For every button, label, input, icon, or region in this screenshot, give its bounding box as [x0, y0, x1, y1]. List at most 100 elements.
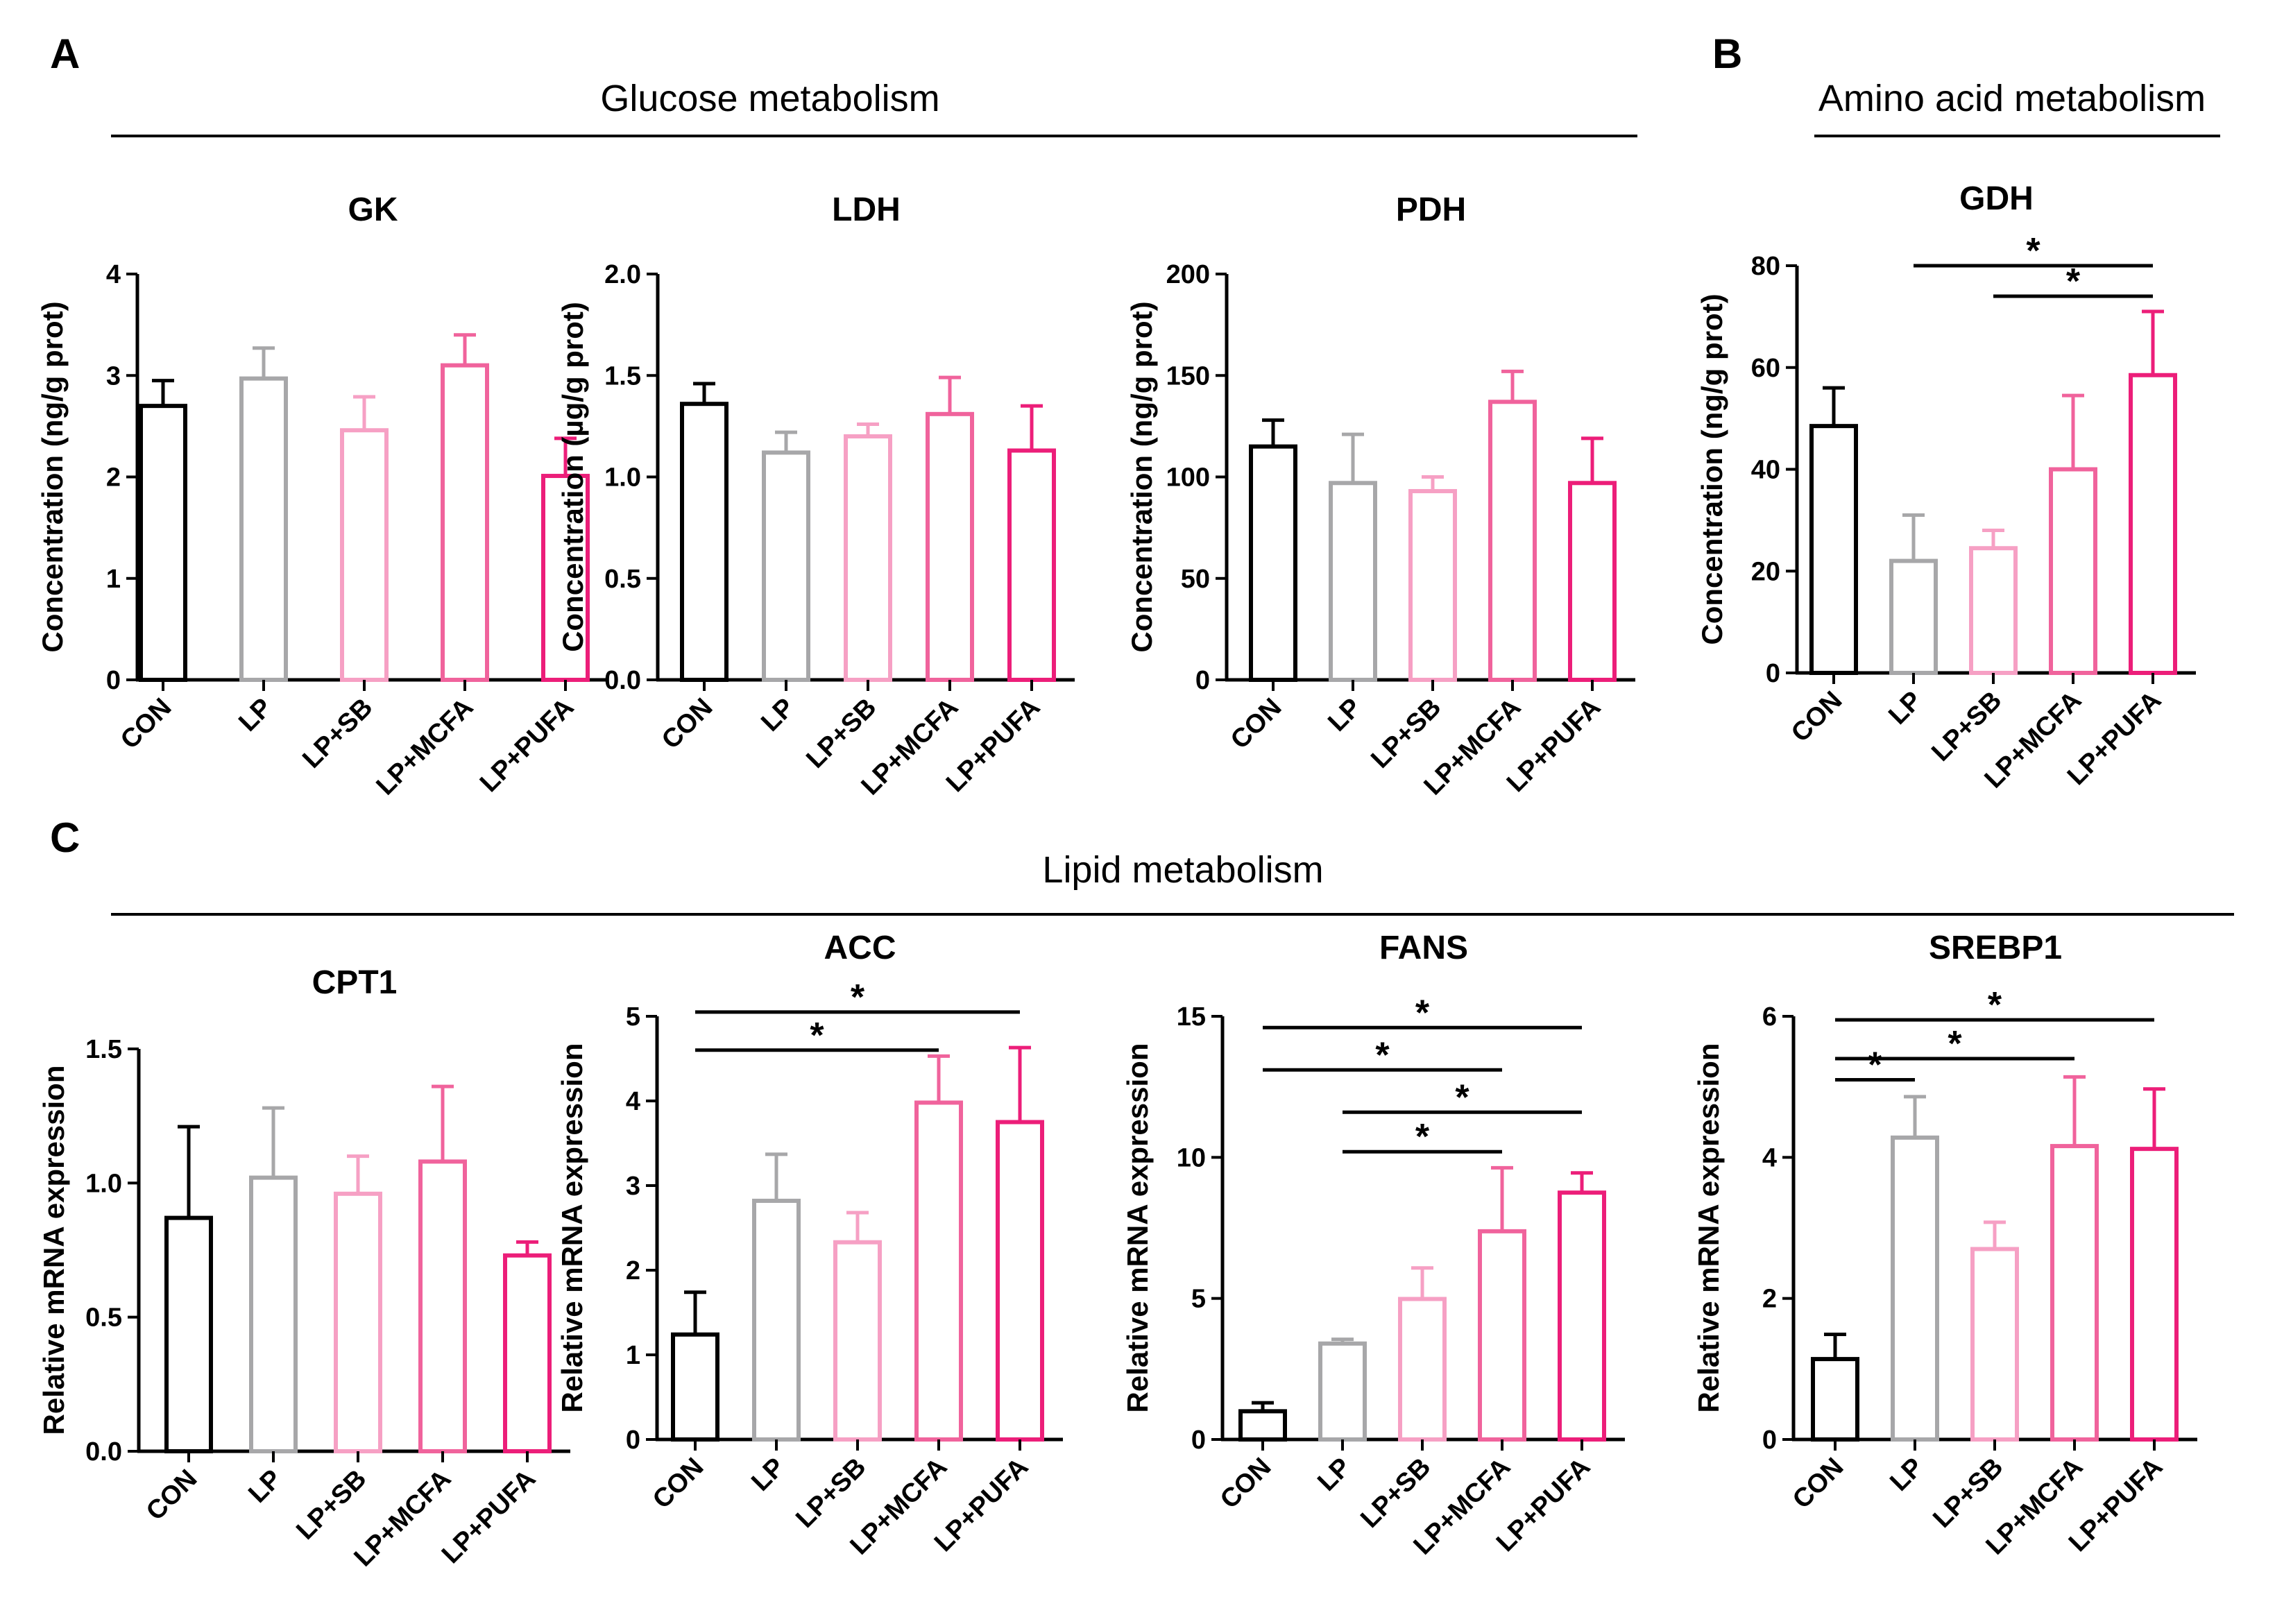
bar-lp — [1329, 481, 1377, 683]
bar-lp-sb — [1408, 488, 1457, 682]
y-tick-label: 1 — [106, 565, 121, 594]
bar-lp-pufa — [1007, 448, 1056, 682]
y-axis-label: Concentration (ng/g prot) — [1696, 293, 1728, 644]
bar-lp-sb — [1969, 546, 2018, 676]
bar-con — [1249, 444, 1297, 682]
y-tick-label: 200 — [1166, 260, 1210, 289]
chart-gk: GK 0 1 2 3 4 Concentration (ng/g prot) CON LP LP+… — [36, 191, 608, 801]
y-tick-label: 2 — [106, 463, 121, 493]
y-tick-label: 1.0 — [604, 463, 641, 493]
bar-lp-mcfa — [926, 411, 974, 682]
bar-con — [671, 1332, 719, 1442]
x-tick-label: LP+MCFA — [371, 693, 479, 801]
bar-lp-sb — [334, 1191, 382, 1454]
bar-lp — [1318, 1341, 1367, 1442]
section-title-amino: Amino acid metabolism — [1818, 78, 2206, 119]
bar-lp-mcfa — [1488, 400, 1537, 683]
bar-con — [1811, 1357, 1859, 1442]
y-axis-label: Relative mRNA expression — [37, 1066, 70, 1435]
x-tick-label: LP+SB — [1365, 693, 1447, 774]
y-tick-label: 3 — [626, 1172, 640, 1201]
y-axis-label: Concentration (ng/g prot) — [1125, 301, 1158, 652]
y-tick-label: 0 — [1766, 659, 1780, 688]
y-tick-label: 4 — [106, 260, 121, 289]
chart-title: GK — [348, 191, 398, 228]
chart-title: SREBP1 — [1929, 930, 2062, 966]
x-tick-label: CON — [656, 693, 718, 755]
bar-lp-mcfa — [2049, 467, 2097, 675]
y-tick-label: 4 — [626, 1087, 640, 1116]
bar-lp — [249, 1175, 298, 1453]
y-tick-label: 10 — [1177, 1143, 1206, 1172]
bar-lp — [752, 1198, 801, 1442]
y-axis-label: Relative mRNA expression — [1121, 1043, 1154, 1413]
x-tick-label: LP+PUFA — [436, 1464, 541, 1569]
significance-star: * — [1375, 1035, 1390, 1075]
x-tick-label: LP+SB — [1926, 686, 2007, 767]
bar-lp-sb — [844, 434, 892, 682]
bar-lp-pufa — [996, 1120, 1044, 1442]
bar-lp-pufa — [1558, 1190, 1606, 1442]
x-tick-label: LP+SB — [1927, 1453, 2009, 1534]
bar-lp-mcfa — [441, 363, 489, 682]
y-tick-label: 20 — [1751, 557, 1780, 586]
x-tick-label: CON — [141, 1464, 203, 1526]
significance-star: * — [810, 1016, 824, 1056]
y-axis-label: Concentration (ng/g prot) — [36, 301, 69, 652]
x-tick-label: LP — [1312, 1453, 1356, 1497]
x-tick-label: LP+SB — [790, 1453, 871, 1534]
chart-cpt1: CPT1 0.0 0.5 1.0 1.5 Relative mRNA expression… — [37, 964, 570, 1573]
chart-srebp1: SREBP1 0 2 4 6 Relative mRNA expression CON LPL… — [1692, 930, 2197, 1561]
y-tick-label: 1.5 — [604, 361, 641, 391]
y-tick-label: 2 — [1762, 1285, 1777, 1314]
x-tick-label: CON — [1787, 1453, 1849, 1514]
y-tick-label: 0.5 — [85, 1304, 122, 1333]
bar-lp — [239, 376, 288, 682]
chart-fans: FANS 0 5 10 15 Relative mRNA expression CON LPL… — [1121, 930, 1625, 1561]
y-tick-label: 40 — [1751, 456, 1780, 485]
x-tick-label: CON — [1215, 1453, 1277, 1514]
chart-gdh: GDH 0 20 40 60 80 Concentration (ng/g prot) CON… — [1696, 180, 2196, 794]
panel-label-b: B — [1712, 31, 1742, 77]
bar-lp-pufa — [1568, 481, 1617, 683]
panel-label-c: C — [50, 814, 80, 861]
significance-star: * — [1455, 1077, 1469, 1118]
bar-con — [139, 404, 187, 682]
x-tick-label: CON — [1225, 693, 1287, 755]
bar-lp-pufa — [2130, 1147, 2179, 1442]
x-tick-label: LP — [1884, 1453, 1929, 1497]
y-tick-label: 0 — [1762, 1426, 1777, 1455]
section-title-glucose: Glucose metabolism — [600, 78, 939, 119]
y-tick-label: 2.0 — [604, 260, 641, 289]
y-tick-label: 5 — [626, 1002, 640, 1032]
bar-con — [680, 402, 728, 682]
bar-lp-mcfa — [2050, 1144, 2099, 1442]
y-axis-label: Relative mRNA expression — [1692, 1043, 1725, 1413]
significance-star: * — [2066, 262, 2081, 302]
x-tick-label: LP+SB — [1355, 1453, 1436, 1534]
y-tick-label: 0 — [1195, 666, 1210, 695]
x-tick-label: CON — [1786, 686, 1848, 748]
x-tick-label: LP — [746, 1453, 790, 1497]
bar-lp — [1889, 558, 1938, 676]
y-tick-label: 3 — [106, 361, 121, 391]
y-tick-label: 0.5 — [604, 565, 641, 594]
bar-lp-sb — [833, 1240, 882, 1442]
x-tick-label: LP+SB — [297, 693, 378, 774]
x-tick-label: CON — [647, 1453, 709, 1514]
bar-lp-sb — [340, 428, 389, 682]
y-tick-label: 6 — [1762, 1002, 1777, 1032]
chart-acc: ACC 0 1 2 3 4 5 Relative mRNA expression CON LP LP… — [556, 930, 1063, 1561]
x-tick-label: LP — [756, 693, 800, 737]
bar-lp-sb — [1398, 1297, 1447, 1442]
y-tick-label: 1.0 — [85, 1169, 122, 1198]
x-tick-label: LP — [233, 693, 278, 737]
y-tick-label: 0.0 — [604, 666, 641, 695]
panel-label-a: A — [50, 31, 80, 77]
significance-star: * — [1868, 1045, 1882, 1086]
chart-title: LDH — [832, 191, 901, 228]
x-tick-label: LP+PUFA — [475, 693, 579, 798]
y-tick-label: 4 — [1762, 1143, 1777, 1172]
bar-lp-pufa — [503, 1253, 552, 1453]
x-tick-label: LP — [1883, 686, 1927, 730]
